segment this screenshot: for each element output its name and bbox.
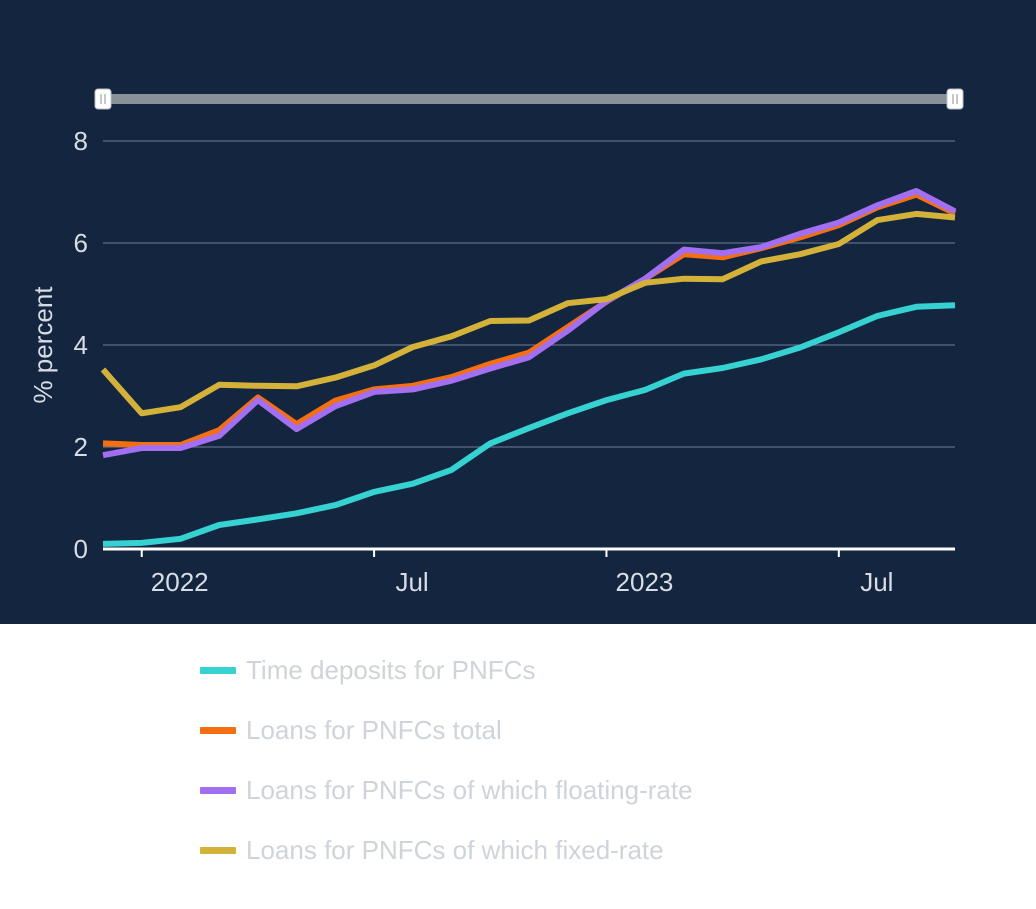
range-handle-left[interactable] (94, 88, 112, 110)
y-tick-label: 2 (74, 432, 88, 462)
y-tick-label: 4 (74, 330, 88, 360)
legend: Time deposits for PNFCs Loans for PNFCs t… (200, 640, 693, 880)
legend-swatch (200, 846, 236, 854)
series-line-1 (102, 302, 956, 547)
handle-grip[interactable] (94, 88, 112, 110)
legend-item[interactable]: Loans for PNFCs of which fixed-rate (200, 820, 693, 880)
y-tick-label: 8 (74, 126, 88, 156)
legend-swatch (200, 786, 236, 794)
y-axis-title: % percent (28, 286, 58, 404)
legend-item[interactable]: Time deposits for PNFCs (200, 640, 693, 700)
grid-layer (103, 140, 955, 448)
range-track[interactable] (103, 94, 955, 104)
axis-layer: 0 2 4 6 8 2022 Jul 2023 Jul (74, 126, 955, 597)
x-tick-label: 2022 (151, 567, 209, 597)
x-tick-label: Jul (395, 567, 428, 597)
legend-swatch (200, 666, 236, 674)
legend-label: Loans for PNFCs of which floating-rate (246, 774, 693, 805)
y-tick-label: 0 (74, 534, 88, 564)
legend-item[interactable]: Loans for PNFCs total (200, 700, 693, 760)
range-selector[interactable] (94, 88, 964, 110)
series-line-4 (100, 210, 956, 417)
range-handle-right[interactable] (946, 88, 964, 110)
series-line-3 (102, 188, 957, 459)
handle-grip[interactable] (946, 88, 964, 110)
legend-label: Loans for PNFCs of which fixed-rate (246, 834, 664, 865)
x-tick-label: 2023 (616, 567, 674, 597)
legend-label: Loans for PNFCs total (246, 714, 502, 745)
legend-item[interactable]: Loans for PNFCs of which floating-rate (200, 760, 693, 820)
x-tick-label: Jul (860, 567, 893, 597)
series-layer (100, 188, 957, 547)
y-tick-label: 6 (74, 228, 88, 258)
legend-swatch (200, 726, 236, 734)
line-chart: 0 2 4 6 8 2022 Jul 2023 Jul % percent (28, 88, 964, 597)
chart-panel: 0 2 4 6 8 2022 Jul 2023 Jul % percent (0, 0, 1036, 624)
legend-label: Time deposits for PNFCs (246, 654, 536, 685)
